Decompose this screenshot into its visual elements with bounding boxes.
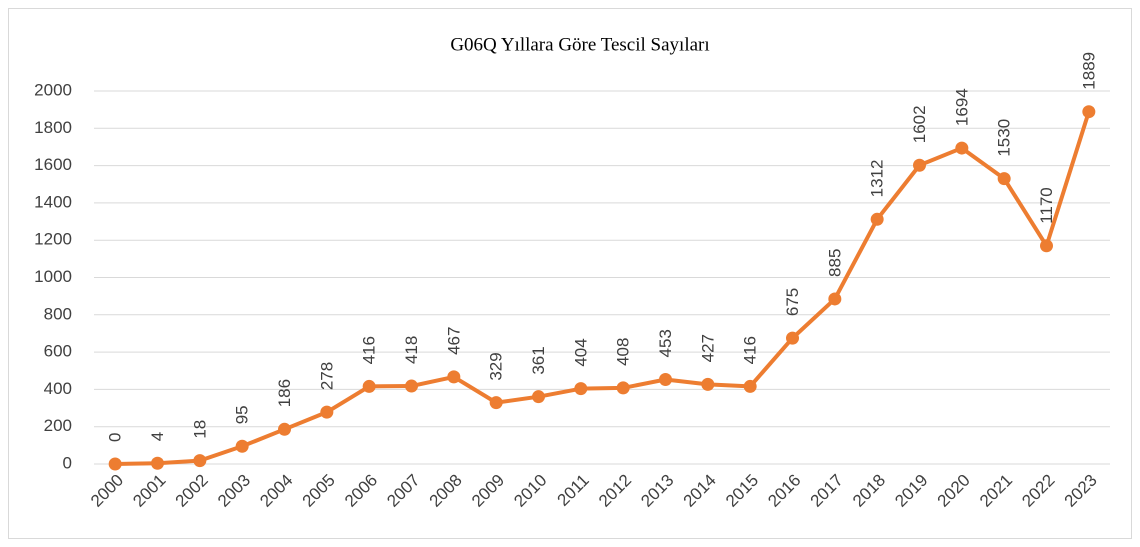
data-point [405,379,418,393]
data-label: 418 [402,336,421,364]
data-label: 4 [148,432,167,441]
data-line [115,111,1091,466]
data-point [532,390,545,404]
y-tick-label: 1000 [34,267,72,286]
data-point [574,382,588,396]
data-label: 1694 [952,88,971,126]
data-label: 453 [656,329,675,357]
y-tick-label: 2000 [34,80,72,99]
y-tick-label: 400 [44,379,72,398]
data-label: 404 [571,338,590,366]
data-label: 416 [741,336,760,364]
data-label: 1889 [1079,52,1098,90]
y-tick-label: 800 [44,304,72,323]
data-point [151,456,164,470]
data-label: 885 [825,249,844,277]
data-label: 1170 [1037,187,1056,224]
data-label: 18 [190,420,209,439]
y-tick-label: 600 [44,342,72,361]
data-label: 95 [233,405,252,424]
data-label: 329 [487,352,506,380]
data-point [362,379,376,393]
data-point [108,457,122,471]
data-point [955,141,969,155]
y-tick-label: 1600 [34,155,72,174]
data-point [870,212,884,226]
data-point [235,439,249,453]
data-label: 278 [317,362,336,390]
data-label: 1602 [910,105,929,143]
data-label: 361 [529,346,548,374]
data-point [743,379,757,393]
data-label: 427 [698,334,717,362]
y-tick-label: 1400 [34,192,72,211]
data-point [913,158,926,172]
data-point [616,381,630,395]
data-point [828,292,842,306]
data-point [1040,239,1053,253]
data-label: 467 [444,327,463,355]
chart-title: G06Q Yıllara Göre Tescil Sayıları [450,34,709,55]
data-label: 1530 [995,119,1014,157]
y-tick-label: 200 [44,416,72,435]
data-point [447,370,461,384]
data-point [278,422,291,436]
data-label: 675 [783,288,802,316]
chart-border [8,8,1132,539]
y-tick-label: 1800 [34,118,72,137]
data-label: 416 [360,336,379,364]
data-point [1082,105,1096,119]
data-point [786,331,799,345]
data-point [489,396,503,410]
data-point [320,405,334,419]
data-point [701,377,715,391]
data-point [659,373,672,387]
data-label: 186 [275,379,294,407]
data-label: 408 [614,338,633,366]
y-tick-label: 1200 [34,230,72,249]
data-point [997,172,1011,186]
data-label: 0 [106,433,125,442]
y-tick-label: 0 [63,453,72,472]
data-point [193,454,207,468]
data-label: 1312 [868,159,887,197]
